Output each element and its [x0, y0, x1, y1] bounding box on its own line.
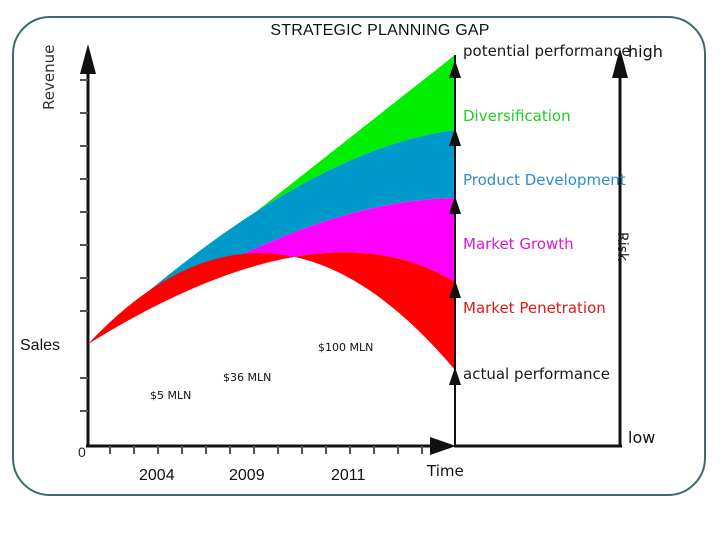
x-axis-label: Time — [427, 462, 464, 480]
level-market-penetration: Market Penetration — [463, 299, 606, 317]
y-axis-ticks — [80, 79, 88, 412]
y-axis-arrow — [80, 44, 96, 74]
level-actual-performance: actual performance — [463, 365, 611, 383]
risk-axis-arrow — [612, 48, 628, 78]
gap-arrows — [449, 60, 461, 385]
y-axis-label: Revenue — [40, 44, 58, 110]
page-title: STRATEGIC PLANNING GAP — [270, 22, 490, 39]
risk-low-label: low — [628, 428, 656, 447]
band-market-growth — [88, 198, 455, 344]
origin-label: 0 — [78, 444, 86, 460]
level-potential-performance: potential performance — [463, 42, 631, 60]
level-product-development: Product Development — [463, 171, 626, 189]
band-market-penetration — [88, 252, 455, 370]
band-product-development — [88, 130, 455, 344]
year-2011: 2011 — [331, 467, 366, 484]
sales-label: Sales — [20, 337, 61, 354]
risk-axis-label: Risk — [614, 232, 630, 262]
level-diversification: Diversification — [463, 107, 571, 125]
year-2009: 2009 — [229, 467, 265, 484]
risk-high-label: high — [628, 42, 663, 61]
level-market-growth: Market Growth — [463, 235, 574, 253]
year-2004: 2004 — [139, 467, 175, 484]
x-axis-ticks — [109, 446, 423, 454]
milestone-36-mln: $36 MLN — [223, 371, 272, 384]
slide-frame — [12, 16, 706, 496]
milestone-100-mln: $100 MLN — [318, 341, 374, 354]
milestone-5-mln: $5 MLN — [150, 389, 192, 402]
x-axis-arrow — [430, 437, 456, 455]
